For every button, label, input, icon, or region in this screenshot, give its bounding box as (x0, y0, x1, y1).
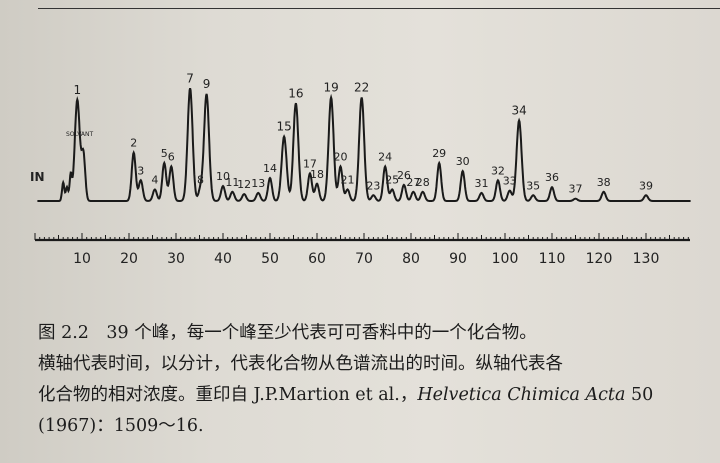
start-label: IN (30, 170, 45, 184)
figure-caption: 图 2.2 39 个峰，每一个峰至少代表可可香料中的一个化合物。 横轴代表时间，… (38, 318, 706, 442)
caption-line-1: 图 2.2 39 个峰，每一个峰至少代表可可香料中的一个化合物。 (38, 323, 537, 343)
peak-label: 17 (303, 157, 317, 170)
x-tick-label: 20 (120, 251, 138, 267)
peak-label: 12 (237, 178, 251, 191)
x-tick-label: 10 (73, 251, 91, 267)
x-tick-label: 100 (492, 251, 519, 267)
peak-label: 9 (203, 77, 211, 91)
x-tick-label: 30 (167, 251, 185, 267)
peak-label: 28 (416, 176, 430, 189)
peak-label: 16 (288, 86, 303, 100)
peak-label: 24 (378, 151, 392, 164)
caption-line-3-suffix: 50 (625, 385, 654, 405)
peak-label: 5 (161, 147, 168, 160)
peak-label: 30 (456, 155, 470, 168)
peak-label: 8 (197, 174, 204, 187)
caption-line-2: 横轴代表时间，以分计，代表化合物从色谱流出的时间。纵轴代表各 (38, 354, 563, 374)
peak-label: 18 (310, 168, 324, 181)
x-tick-label: 120 (586, 251, 613, 267)
peak-label: 15 (276, 120, 291, 134)
caption-journal-name: Helvetica Chimica Acta (417, 385, 626, 405)
peak-label: 33 (503, 175, 517, 188)
peak-label: 34 (511, 104, 526, 118)
peak-label: 23 (366, 179, 380, 192)
peak-label: 20 (334, 151, 348, 164)
caption-line-4: (1967)：1509～16. (38, 416, 204, 436)
peak-label: 19 (323, 81, 338, 95)
solvent-label: SOLVANT (66, 131, 94, 138)
caption-line-3-prefix: 化合物的相对浓度。重印自 J.P.Martion et al.， (38, 385, 418, 405)
peak-label: 3 (137, 164, 144, 177)
peak-label: 11 (225, 176, 239, 189)
x-tick-label: 50 (261, 251, 279, 267)
x-tick-label: 70 (355, 251, 373, 267)
peak-label: 37 (569, 183, 583, 196)
peak-label: 36 (545, 171, 559, 184)
x-tick-label: 80 (402, 251, 420, 267)
peak-label: 26 (397, 169, 411, 182)
peak-label: 10 (216, 170, 230, 183)
peak-label: 13 (251, 177, 265, 190)
peak-label: 39 (639, 179, 653, 192)
peak-label: 6 (168, 151, 175, 164)
peak-label: 32 (491, 164, 505, 177)
page-top-rule (38, 8, 720, 9)
peak-label: 29 (432, 147, 446, 160)
x-tick-label: 90 (449, 251, 467, 267)
peak-label: 14 (263, 162, 277, 175)
peak-label: 22 (354, 81, 369, 95)
peak-label: 27 (406, 176, 420, 189)
peak-label: 38 (597, 176, 611, 189)
peak-label: 4 (151, 174, 158, 187)
peak-label: 1 (73, 83, 81, 97)
peak-label: 21 (341, 174, 355, 187)
x-axis (34, 233, 690, 242)
x-tick-label: 60 (308, 251, 326, 267)
x-tick-label: 110 (539, 251, 566, 267)
x-tick-label: 40 (214, 251, 232, 267)
peak-label: 25 (385, 174, 399, 187)
peak-label: 2 (130, 137, 137, 150)
caption-line-3: 化合物的相对浓度。重印自 J.P.Martion et al.，Helvetic… (38, 380, 706, 411)
peak-label: 35 (526, 179, 540, 192)
peak-label: 31 (475, 177, 489, 190)
x-tick-labels: 10 20 30 40 50 60 70 80 90 100 110 120 130 (73, 251, 659, 267)
chromatogram-trace (37, 88, 691, 202)
peak-label: 7 (186, 71, 194, 85)
x-tick-label: 130 (633, 251, 660, 267)
